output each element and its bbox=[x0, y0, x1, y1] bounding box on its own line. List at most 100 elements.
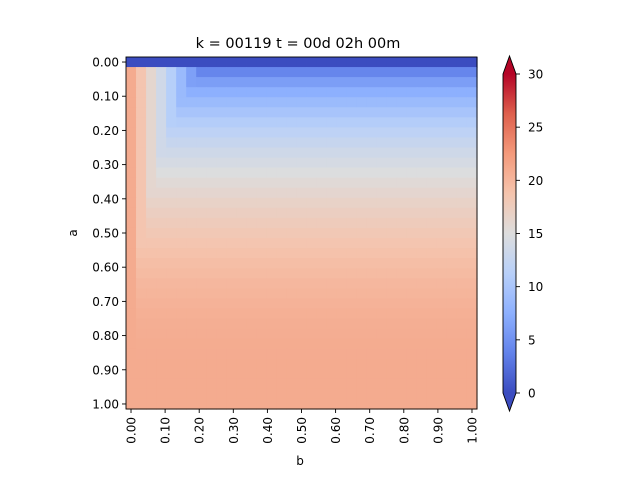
heatmap-cell bbox=[276, 57, 288, 68]
heatmap-cell bbox=[266, 67, 278, 78]
heatmap-cell bbox=[316, 57, 328, 68]
heatmap-cell bbox=[436, 177, 448, 189]
heatmap-cell bbox=[396, 318, 408, 330]
heatmap-cell bbox=[236, 288, 247, 299]
heatmap-cell bbox=[306, 57, 318, 68]
heatmap-cell bbox=[226, 147, 237, 159]
heatmap-cell bbox=[316, 298, 328, 310]
heatmap-cell bbox=[446, 378, 458, 390]
heatmap-cell bbox=[356, 227, 368, 239]
heatmap-cell bbox=[186, 197, 197, 209]
heatmap-cell bbox=[326, 107, 338, 118]
heatmap-cell bbox=[446, 77, 458, 88]
heatmap-cell bbox=[236, 248, 247, 259]
heatmap-cell bbox=[266, 217, 278, 229]
heatmap-cell bbox=[326, 137, 338, 149]
y-tick-label: 0.20 bbox=[92, 124, 119, 138]
heatmap-cell bbox=[266, 358, 278, 370]
x-axis-label: b bbox=[296, 454, 304, 468]
heatmap-cell bbox=[286, 238, 298, 249]
heatmap-cell bbox=[146, 207, 157, 219]
heatmap-cell bbox=[306, 127, 318, 139]
heatmap-cell bbox=[286, 227, 298, 239]
heatmap-cell bbox=[456, 157, 468, 169]
heatmap-cell bbox=[406, 137, 418, 149]
heatmap-cell bbox=[426, 248, 438, 259]
heatmap-cell bbox=[366, 268, 378, 279]
heatmap-cell bbox=[296, 57, 308, 68]
heatmap-cell bbox=[376, 328, 388, 340]
heatmap-cell bbox=[186, 167, 197, 179]
heatmap-cell bbox=[266, 278, 278, 289]
heatmap-cell bbox=[326, 388, 338, 400]
heatmap-cell bbox=[306, 268, 318, 279]
heatmap-cell bbox=[256, 157, 267, 169]
heatmap-cell bbox=[146, 157, 157, 169]
heatmap-cell bbox=[336, 288, 348, 299]
heatmap-cell bbox=[466, 248, 478, 259]
heatmap-cell bbox=[176, 117, 187, 128]
colorbar-tick-label: 20 bbox=[528, 174, 543, 188]
heatmap-cell bbox=[186, 278, 197, 289]
heatmap-cell bbox=[206, 57, 217, 68]
heatmap-cell bbox=[296, 77, 308, 88]
x-tick-label: 0.20 bbox=[193, 417, 207, 444]
heatmap-cell bbox=[386, 87, 398, 98]
heatmap-cell bbox=[466, 308, 478, 320]
heatmap-cell bbox=[446, 318, 458, 330]
heatmap-cell bbox=[216, 268, 227, 279]
heatmap-cell bbox=[456, 107, 468, 118]
heatmap-cell bbox=[416, 107, 428, 118]
heatmap-cell bbox=[176, 177, 187, 189]
heatmap-cell bbox=[126, 87, 137, 98]
heatmap-cell bbox=[216, 318, 227, 330]
heatmap-cell bbox=[316, 328, 328, 340]
heatmap-cell bbox=[166, 77, 177, 88]
heatmap-cell bbox=[276, 107, 288, 118]
heatmap-cell bbox=[346, 97, 358, 108]
heatmap-cell bbox=[146, 77, 157, 88]
heatmap-cell bbox=[466, 378, 478, 390]
heatmap-cell bbox=[236, 338, 247, 350]
heatmap-cell bbox=[146, 278, 157, 289]
heatmap-cell bbox=[266, 127, 278, 139]
heatmap-cell bbox=[206, 328, 217, 340]
heatmap-cell bbox=[216, 157, 227, 169]
heatmap-cell bbox=[256, 77, 267, 88]
heatmap-cell bbox=[446, 238, 458, 249]
heatmap-cell bbox=[146, 298, 157, 310]
heatmap-cell bbox=[306, 348, 318, 360]
heatmap-cell bbox=[166, 177, 177, 189]
heatmap-cell bbox=[346, 117, 358, 128]
heatmap-cell bbox=[246, 117, 257, 128]
heatmap-cell bbox=[366, 197, 378, 209]
heatmap-cell bbox=[156, 398, 167, 410]
heatmap-cell bbox=[216, 87, 227, 98]
heatmap-cell bbox=[336, 238, 348, 249]
heatmap-cell bbox=[236, 107, 247, 118]
heatmap-cell bbox=[326, 127, 338, 139]
heatmap-cell bbox=[406, 77, 418, 88]
heatmap-cell bbox=[136, 308, 147, 320]
heatmap-cell bbox=[276, 308, 288, 320]
heatmap-cell bbox=[286, 117, 298, 128]
heatmap-cell bbox=[396, 328, 408, 340]
heatmap-cell bbox=[456, 197, 468, 209]
heatmap-cell bbox=[326, 157, 338, 169]
heatmap-cell bbox=[376, 378, 388, 390]
heatmap-cell bbox=[206, 187, 217, 199]
heatmap-cell bbox=[406, 388, 418, 400]
heatmap-cell bbox=[346, 227, 358, 239]
heatmap-cell bbox=[206, 67, 217, 78]
heatmap-cell bbox=[296, 117, 308, 128]
heatmap-cell bbox=[306, 298, 318, 310]
heatmap-cell bbox=[456, 388, 468, 400]
heatmap-cell bbox=[196, 298, 207, 310]
heatmap-cell bbox=[136, 107, 147, 118]
heatmap-cell bbox=[306, 207, 318, 219]
heatmap-cell bbox=[416, 328, 428, 340]
heatmap-cell bbox=[176, 107, 187, 118]
heatmap-cell bbox=[456, 378, 468, 390]
heatmap-cell bbox=[306, 97, 318, 108]
heatmap-cell bbox=[266, 147, 278, 159]
